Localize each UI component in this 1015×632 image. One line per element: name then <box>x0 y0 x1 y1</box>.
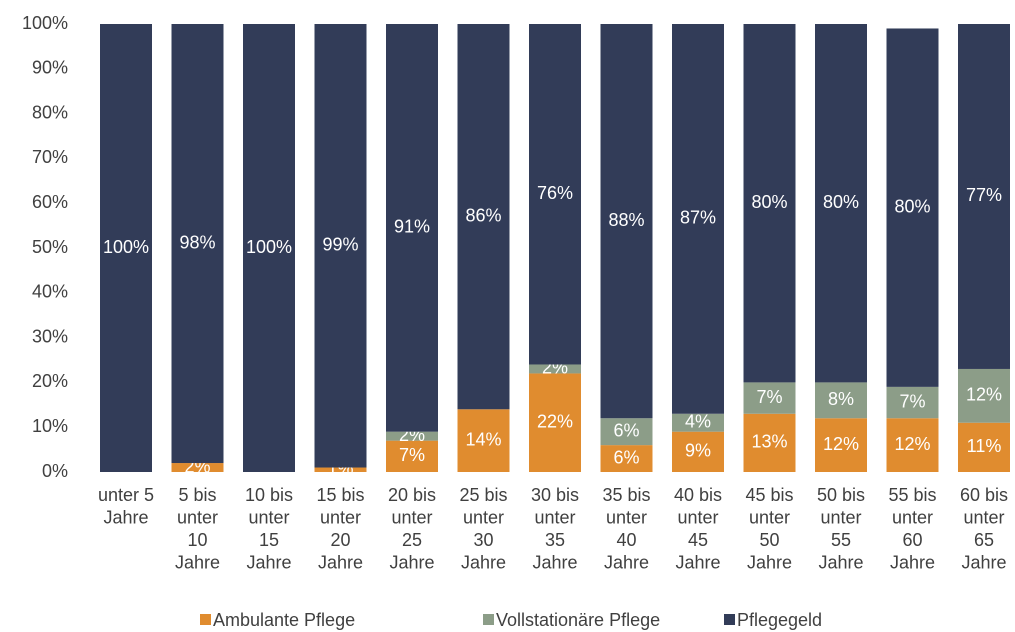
legend-label: Ambulante Pflege <box>213 610 355 630</box>
data-label: 77% <box>966 185 1002 205</box>
bar-segment <box>386 431 438 441</box>
data-label: 4% <box>685 411 711 431</box>
y-tick-label: 0% <box>42 461 68 481</box>
bar-segment <box>743 382 796 414</box>
x-tick-label: 55 bis unter 60 Jahre <box>888 485 936 573</box>
y-tick-label: 50% <box>32 237 68 257</box>
bar-segment <box>529 373 581 472</box>
x-tick-label: 60 bis unter 65 Jahre <box>960 485 1008 573</box>
data-label: 13% <box>751 432 787 452</box>
legend-swatch <box>724 614 735 625</box>
legend-swatch <box>200 614 211 625</box>
data-label: 7% <box>899 391 925 411</box>
y-tick-label: 20% <box>32 371 68 391</box>
y-tick-label: 60% <box>32 192 68 212</box>
y-tick-label: 10% <box>32 416 68 436</box>
data-label: 8% <box>828 389 854 409</box>
bar-segment <box>171 24 224 464</box>
bar-segment <box>672 413 724 432</box>
bar-segment <box>958 368 1010 423</box>
bar-segment <box>600 24 653 419</box>
x-tick-label: 30 bis unter 35 Jahre <box>531 485 579 573</box>
data-label: 12% <box>823 434 859 454</box>
bar-segment <box>815 24 867 383</box>
bar-segment <box>958 422 1010 472</box>
data-label: 14% <box>465 429 501 449</box>
data-label: 22% <box>537 411 573 431</box>
data-label: 99% <box>322 235 358 255</box>
bar-segment <box>600 418 653 446</box>
bar-segment <box>815 418 867 472</box>
y-tick-label: 40% <box>32 282 68 302</box>
legend-label: Pflegegeld <box>737 610 822 630</box>
bar-segment <box>386 24 438 432</box>
data-label: 87% <box>680 208 716 228</box>
y-tick-label: 90% <box>32 58 68 78</box>
bar-segment <box>886 386 939 419</box>
data-label: 6% <box>613 447 639 467</box>
bar-segment <box>886 28 939 387</box>
bar-segment <box>529 24 581 365</box>
x-tick-label: 25 bis unter 30 Jahre <box>459 485 507 573</box>
data-label: 7% <box>756 387 782 407</box>
x-tick-label: 50 bis unter 55 Jahre <box>817 485 865 573</box>
bar-segment <box>743 413 796 472</box>
bar-segment <box>958 24 1010 369</box>
bar-segment <box>743 24 796 383</box>
y-tick-label: 70% <box>32 147 68 167</box>
bar-segment <box>529 364 581 374</box>
y-tick-label: 80% <box>32 102 68 122</box>
x-tick-label: 5 bis unter 10 Jahre <box>175 485 220 573</box>
data-label: 100% <box>103 237 149 257</box>
bar-segment <box>243 24 295 472</box>
bar-segment <box>386 440 438 472</box>
bar-segment <box>314 467 367 472</box>
legend-swatch <box>483 614 494 625</box>
x-tick-label: 40 bis unter 45 Jahre <box>674 485 722 573</box>
bar-segment <box>314 24 367 468</box>
data-label: 86% <box>465 205 501 225</box>
x-tick-label: 20 bis unter 25 Jahre <box>388 485 436 573</box>
x-tick-label: 45 bis unter 50 Jahre <box>745 485 793 573</box>
data-label: 91% <box>394 217 430 237</box>
data-label: 100% <box>246 237 292 257</box>
bar-segment <box>171 463 224 472</box>
data-label: 9% <box>685 441 711 461</box>
data-label: 12% <box>894 434 930 454</box>
data-label: 11% <box>967 436 1002 456</box>
bar-segment <box>886 418 939 472</box>
data-label: 80% <box>823 192 859 212</box>
bar-segment <box>457 24 510 410</box>
x-tick-label: 10 bis unter 15 Jahre <box>245 485 293 573</box>
data-label: 98% <box>179 232 215 252</box>
y-tick-label: 30% <box>32 326 68 346</box>
x-tick-label: 15 bis unter 20 Jahre <box>316 485 364 573</box>
data-label: 7% <box>399 445 425 465</box>
data-label: 80% <box>751 192 787 212</box>
bar-segment <box>457 409 510 472</box>
bar-segment <box>815 382 867 419</box>
y-tick-label: 100% <box>22 13 68 33</box>
data-label: 80% <box>894 196 930 216</box>
data-label: 76% <box>537 183 573 203</box>
x-tick-label: unter 5 Jahre <box>98 485 154 528</box>
bar-segment <box>100 24 152 472</box>
data-label: 12% <box>966 385 1002 405</box>
data-label: 6% <box>613 420 639 440</box>
bar-segment <box>600 445 653 472</box>
data-label: 88% <box>608 210 644 230</box>
bar-segment <box>672 24 724 414</box>
x-tick-label: 35 bis unter 40 Jahre <box>602 485 650 573</box>
bar-segment <box>672 431 724 472</box>
legend-label: Vollstationäre Pflege <box>496 610 660 630</box>
